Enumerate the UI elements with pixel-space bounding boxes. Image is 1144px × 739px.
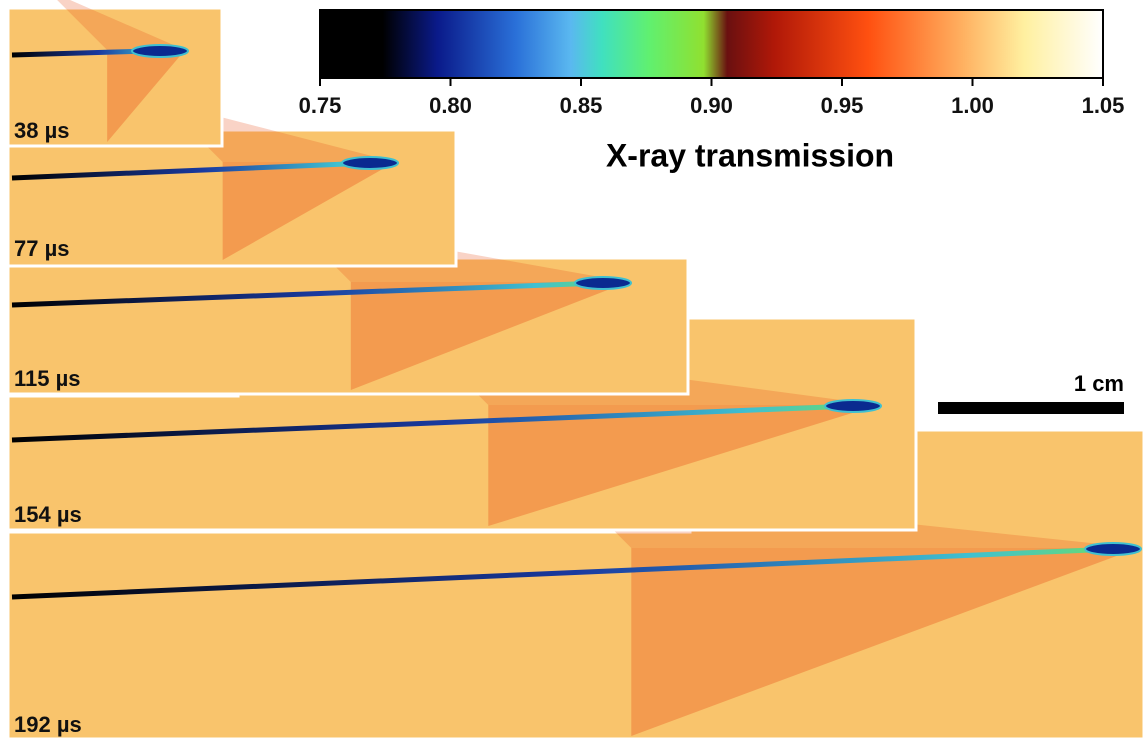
scale-bar-label: 1 cm <box>1074 371 1124 396</box>
frame-label: 38 µs <box>14 118 70 143</box>
jet-tip <box>132 45 188 57</box>
jet-tip <box>1085 543 1141 555</box>
figure: 192 µs 154 µs 115 µs 77 µs 38 µs 0.75 0.80 0.8… <box>0 0 1144 739</box>
scale-bar <box>938 402 1124 414</box>
colorbar-tick-label: 0.80 <box>429 93 472 118</box>
colorbar-tick-label: 0.90 <box>690 93 733 118</box>
colorbar-tick-label: 1.05 <box>1082 93 1125 118</box>
colorbar-tick-label: 1.00 <box>951 93 994 118</box>
frame-label: 154 µs <box>14 502 82 527</box>
colorbar-tick-label: 0.75 <box>299 93 342 118</box>
frame-label: 115 µs <box>14 366 81 391</box>
jet-tip <box>825 400 881 412</box>
colorbar <box>320 10 1103 78</box>
colorbar-tick-label: 0.85 <box>560 93 603 118</box>
frame-label: 192 µs <box>14 712 82 737</box>
jet-tip <box>575 277 631 289</box>
colorbar-label: X-ray transmission <box>606 137 894 173</box>
colorbar-ticks: 0.75 0.80 0.85 0.90 0.95 1.00 1.05 <box>299 78 1125 118</box>
colorbar-tick-label: 0.95 <box>821 93 864 118</box>
jet-tip <box>342 157 398 169</box>
frame-label: 77 µs <box>14 236 70 261</box>
page: {"colorbar": {"label": "X-ray transmissi… <box>0 0 1144 739</box>
